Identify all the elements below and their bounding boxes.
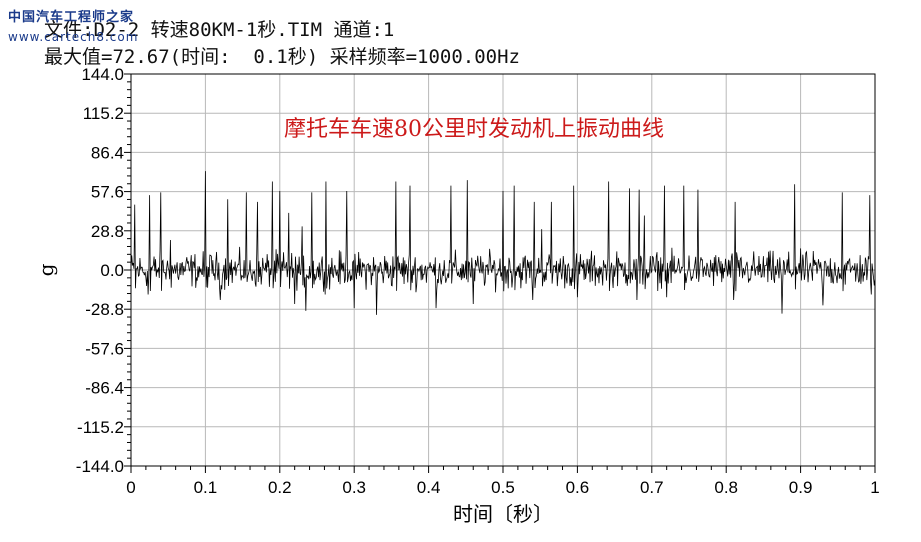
y-tick-label: -115.2 bbox=[77, 418, 124, 437]
chart-title: 摩托车车速80公里时发动机上振动曲线 bbox=[284, 117, 664, 142]
max-value-line: 最大值=72.67(时间: 0.1秒) 采样频率=1000.00Hz bbox=[44, 46, 520, 68]
x-tick-label: 0.1 bbox=[194, 478, 218, 497]
x-tick-label: 0 bbox=[126, 478, 135, 497]
y-tick-label: 0.0 bbox=[100, 261, 124, 280]
x-tick-label: 0.4 bbox=[417, 478, 441, 497]
y-axis-ticks: 144.0 115.2 86.4 57.6 28.8 0.0 -28.8 -57.6 -86.4… bbox=[76, 65, 131, 476]
x-tick-label: 1 bbox=[870, 478, 879, 497]
x-axis-label: 时间〔秒〕 bbox=[453, 502, 553, 526]
watermark-title: 中国汽车工程师之家 bbox=[8, 10, 135, 25]
y-tick-label: 115.2 bbox=[83, 104, 124, 123]
y-tick-label: -86.4 bbox=[85, 379, 124, 398]
y-tick-label: -57.6 bbox=[85, 339, 124, 358]
y-tick-label: 144.0 bbox=[81, 65, 124, 84]
x-tick-label: 0.9 bbox=[789, 478, 813, 497]
y-tick-label: 57.6 bbox=[91, 183, 124, 202]
x-tick-label: 0.5 bbox=[491, 478, 515, 497]
chart-grid bbox=[131, 74, 875, 466]
x-tick-label: 0.7 bbox=[640, 478, 664, 497]
y-tick-label: 86.4 bbox=[91, 143, 124, 162]
x-axis-ticks: 0 0.1 0.2 0.3 0.4 0.5 0.6 0.7 0.8 0.9 1 bbox=[126, 466, 880, 497]
x-tick-label: 0.6 bbox=[566, 478, 590, 497]
x-tick-label: 0.8 bbox=[714, 478, 738, 497]
x-tick-label: 0.3 bbox=[342, 478, 366, 497]
watermark-url: www.cartech8.com bbox=[8, 30, 139, 44]
y-tick-label: -144.0 bbox=[76, 457, 124, 476]
y-axis-label: g bbox=[34, 263, 58, 276]
file-info-line: 文件:D2-2 转速80KM-1秒.TIM 通道:1 bbox=[44, 19, 395, 41]
y-tick-label: 28.8 bbox=[91, 222, 124, 241]
signal-line bbox=[130, 171, 876, 315]
signal-series bbox=[130, 171, 876, 315]
x-tick-label: 0.2 bbox=[268, 478, 292, 497]
y-tick-label: -28.8 bbox=[85, 300, 124, 319]
